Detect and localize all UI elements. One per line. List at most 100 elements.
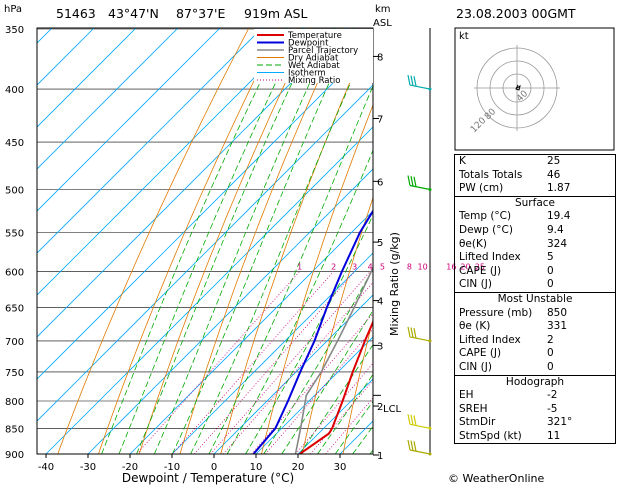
surface-label: θe(K) [459, 237, 487, 250]
mixing-ratio-line [210, 271, 371, 454]
hodo-value: -2 [547, 389, 558, 402]
mixing-ratio-label: 8 [407, 263, 412, 272]
mixing-ratio-label: 20 [460, 263, 470, 272]
isotherm [37, 28, 305, 296]
wet-adiabat [226, 149, 373, 454]
pressure-tick-label: 850 [5, 424, 24, 435]
x-tick-label: 0 [211, 462, 217, 473]
unstable-label: Pressure (mb) [459, 306, 533, 319]
isotherm [37, 84, 373, 422]
series-line-0 [299, 319, 373, 454]
most-unstable-section: Most Unstable Pressure (mb) 850 θe (K) 331 L… [455, 291, 615, 375]
x-tick-label: -40 [38, 462, 54, 473]
isotherm [37, 42, 373, 380]
x-tick-label: 30 [334, 462, 347, 473]
surface-row: CIN (J) 0 [455, 278, 615, 292]
x-tick-label: 20 [292, 462, 305, 473]
hodo-value: 11 [547, 429, 561, 442]
unstable-row: Lifted Index 2 [455, 334, 615, 348]
index-row: Totals Totals 46 [455, 169, 615, 183]
isotherm [213, 294, 373, 454]
surface-row: Dewp (°C) 9.4 [455, 224, 615, 238]
hodo-value: -5 [547, 402, 558, 415]
surface-row: Temp (°C) 19.4 [455, 210, 615, 224]
hodo-row: StmDir 321° [455, 416, 615, 430]
legend-item: Isotherm [288, 69, 326, 79]
chart-grid [37, 28, 373, 454]
unstable-row: CIN (J) 0 [455, 361, 615, 375]
header-lon: 87°37'E [176, 6, 225, 21]
mixing-ratio-line [265, 328, 373, 454]
mixing-ratio-line [310, 379, 373, 454]
plot-frame [36, 27, 374, 455]
surface-value: 5 [547, 251, 554, 264]
surface-value: 0 [547, 264, 554, 277]
mixing-ratio-label: 10 [418, 263, 428, 272]
height-unit-asl: ASL [373, 18, 392, 29]
index-row: PW (cm) 1.87 [455, 182, 615, 196]
isotherm [37, 28, 347, 338]
mixing-ratio-label: 1 [297, 263, 302, 272]
mixing-ratio-axis-label: Mixing Ratio (g/kg) [388, 232, 401, 336]
x-tick-label: -20 [122, 462, 138, 473]
x-tick-label: 10 [250, 462, 263, 473]
unstable-label: CIN (J) [459, 360, 492, 373]
surface-label: Lifted Index [459, 251, 521, 264]
most-unstable-title: Most Unstable [497, 292, 573, 305]
header-station: 51463 [56, 6, 96, 21]
indices-panel: K 25 Totals Totals 46 PW (cm) 1.87 Surface Te… [454, 154, 616, 445]
dry-adiabat [57, 28, 250, 454]
pressure-tick-label: 800 [5, 397, 24, 408]
chart-profiles [252, 209, 373, 454]
mixing-ratio-line [251, 312, 373, 454]
header-lat: 43°47'N [108, 6, 159, 21]
wind-barb [407, 175, 432, 191]
hodo-label: SREH [459, 402, 488, 415]
index-row: K 25 [455, 155, 615, 169]
pressure-unit: hPa [4, 4, 22, 15]
header-elevation: 919m ASL [244, 6, 307, 21]
unstable-label: Lifted Index [459, 333, 521, 346]
legend-item: Temperature [287, 31, 342, 41]
isotherm [171, 252, 373, 454]
hodo-label: StmDir [459, 416, 496, 429]
hodograph-unit: kt [459, 31, 469, 42]
mixing-ratio-label: 16 [446, 263, 456, 272]
isotherm [129, 210, 373, 454]
x-axis-label: Dewpoint / Temperature (°C) [122, 471, 294, 485]
isotherm [37, 28, 221, 212]
index-label: PW (cm) [459, 182, 504, 195]
surface-row: Lifted Index 5 [455, 251, 615, 265]
surface-title: Surface [514, 196, 555, 209]
surface-label: CIN (J) [459, 278, 492, 291]
mixing-ratio-label: 5 [380, 263, 385, 272]
isotherm [255, 336, 373, 454]
legend-item: Wet Adiabat [288, 61, 340, 71]
pressure-tick-label: 450 [5, 138, 24, 149]
hodo-label: EH [459, 389, 474, 402]
wind-barb [407, 414, 432, 430]
mixing-ratio-label: 2 [331, 263, 336, 272]
surface-value: 0 [547, 278, 554, 291]
surface-row: θe(K) 324 [455, 238, 615, 252]
unstable-row: Pressure (mb) 850 [455, 307, 615, 321]
mixing-ratio-label: 3 [352, 263, 357, 272]
km-tick-label: 4 [377, 297, 383, 308]
surface-label: Temp (°C) [459, 210, 512, 223]
isotherm [37, 28, 137, 128]
hodograph-title: Hodograph [505, 375, 565, 388]
legend-item: Dry Adiabat [288, 54, 339, 64]
x-tick-label: -10 [164, 462, 180, 473]
hodo-label: StmSpd (kt) [459, 429, 522, 442]
wet-adiabat [263, 267, 373, 454]
index-value: 46 [547, 168, 561, 181]
brand-credit: © WeatherOnline [448, 472, 545, 485]
hodograph-section: Hodograph EH -2 SREH -5 StmDir 321° StmSpd (kt… [455, 374, 615, 444]
hodo-row: SREH -5 [455, 403, 615, 417]
legend-box [254, 29, 373, 83]
wind-barb [407, 74, 432, 91]
surface-row: CAPE (J) 0 [455, 265, 615, 279]
hodograph: kt 40 80 120 [454, 27, 615, 151]
pressure-tick-label: 550 [5, 228, 24, 239]
surface-value: 324 [547, 237, 568, 250]
